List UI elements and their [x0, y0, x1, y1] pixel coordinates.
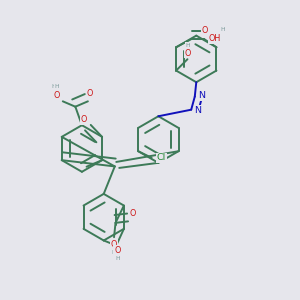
Text: N: N — [198, 92, 205, 100]
Text: Cl: Cl — [157, 153, 166, 162]
Text: O: O — [184, 49, 190, 58]
Text: O: O — [54, 91, 60, 100]
Text: H: H — [185, 43, 190, 48]
Text: H: H — [115, 256, 120, 261]
Text: O: O — [81, 115, 87, 124]
Text: OH: OH — [208, 34, 220, 43]
Text: O: O — [111, 240, 117, 249]
Text: N: N — [194, 106, 201, 115]
Text: O: O — [201, 26, 208, 35]
Text: O: O — [114, 246, 121, 255]
Text: O: O — [129, 209, 135, 218]
Text: H: H — [52, 85, 56, 89]
Text: O: O — [86, 89, 93, 98]
Text: H: H — [55, 85, 59, 89]
Text: H: H — [112, 250, 116, 255]
Text: H: H — [220, 28, 225, 32]
